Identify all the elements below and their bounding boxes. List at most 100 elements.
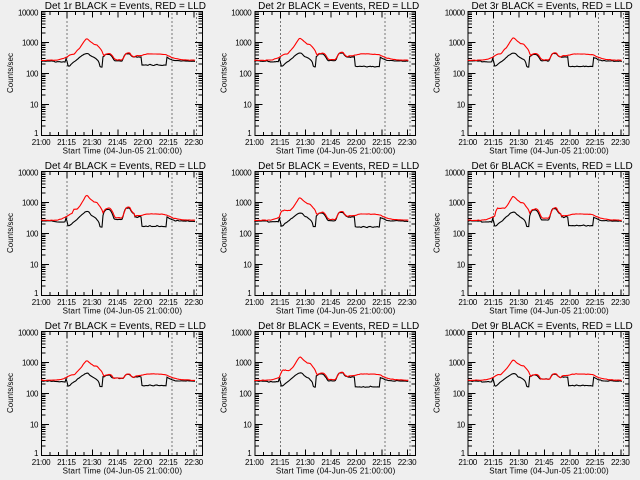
- svg-text:Start Time (04-Jun-05 21:00:00: Start Time (04-Jun-05 21:00:00): [276, 146, 396, 155]
- svg-text:1000: 1000: [235, 198, 252, 207]
- svg-text:10: 10: [30, 100, 39, 109]
- svg-text:100: 100: [26, 389, 39, 398]
- svg-text:21:30: 21:30: [509, 138, 528, 147]
- svg-text:22:00: 22:00: [560, 298, 579, 307]
- svg-text:1: 1: [461, 289, 466, 298]
- svg-text:21:30: 21:30: [296, 298, 315, 307]
- svg-text:10: 10: [30, 260, 39, 269]
- svg-text:10000: 10000: [18, 329, 39, 338]
- svg-text:22:30: 22:30: [398, 298, 417, 307]
- svg-text:100: 100: [239, 229, 252, 238]
- svg-text:22:15: 22:15: [159, 138, 178, 147]
- svg-text:Start Time (04-Jun-05 21:00:00: Start Time (04-Jun-05 21:00:00): [276, 466, 396, 475]
- svg-text:Counts/sec: Counts/sec: [6, 53, 15, 93]
- svg-text:1000: 1000: [22, 38, 39, 47]
- svg-text:10000: 10000: [231, 9, 252, 18]
- svg-text:1000: 1000: [449, 198, 466, 207]
- svg-text:21:30: 21:30: [296, 458, 315, 467]
- svg-text:100: 100: [453, 229, 466, 238]
- svg-text:100: 100: [453, 389, 466, 398]
- svg-text:10: 10: [457, 100, 466, 109]
- svg-text:10000: 10000: [231, 169, 252, 178]
- svg-text:10000: 10000: [18, 9, 39, 18]
- svg-text:22:15: 22:15: [372, 298, 391, 307]
- svg-text:21:15: 21:15: [271, 138, 290, 147]
- svg-text:Start Time (04-Jun-05 21:00:00: Start Time (04-Jun-05 21:00:00): [63, 146, 183, 155]
- svg-text:10000: 10000: [445, 169, 466, 178]
- svg-text:100: 100: [453, 69, 466, 78]
- svg-text:21:45: 21:45: [535, 458, 554, 467]
- svg-text:Counts/sec: Counts/sec: [6, 373, 15, 413]
- svg-text:10: 10: [243, 260, 252, 269]
- svg-text:22:30: 22:30: [611, 458, 630, 467]
- svg-text:22:15: 22:15: [372, 458, 391, 467]
- svg-text:22:15: 22:15: [586, 458, 605, 467]
- svg-text:22:30: 22:30: [611, 138, 630, 147]
- svg-text:Start Time (04-Jun-05 21:00:00: Start Time (04-Jun-05 21:00:00): [489, 306, 609, 315]
- svg-text:22:30: 22:30: [611, 298, 630, 307]
- svg-text:1: 1: [247, 129, 252, 138]
- svg-text:21:45: 21:45: [535, 138, 554, 147]
- svg-text:1: 1: [247, 449, 252, 458]
- svg-text:Counts/sec: Counts/sec: [6, 213, 15, 253]
- svg-text:21:15: 21:15: [57, 458, 76, 467]
- svg-text:Counts/sec: Counts/sec: [219, 373, 228, 413]
- svg-text:Start Time (04-Jun-05 21:00:00: Start Time (04-Jun-05 21:00:00): [276, 306, 396, 315]
- svg-text:21:30: 21:30: [509, 298, 528, 307]
- svg-text:1: 1: [461, 129, 466, 138]
- svg-text:22:15: 22:15: [586, 138, 605, 147]
- svg-text:1: 1: [34, 449, 39, 458]
- svg-text:1000: 1000: [235, 358, 252, 367]
- svg-text:Det 6r BLACK = Events, RED = L: Det 6r BLACK = Events, RED = LLD: [472, 161, 633, 172]
- svg-text:21:30: 21:30: [83, 138, 102, 147]
- svg-text:1000: 1000: [235, 38, 252, 47]
- svg-text:21:45: 21:45: [321, 138, 340, 147]
- svg-text:1000: 1000: [449, 358, 466, 367]
- svg-text:Start Time (04-Jun-05 21:00:00: Start Time (04-Jun-05 21:00:00): [63, 306, 183, 315]
- svg-text:Start Time (04-Jun-05 21:00:00: Start Time (04-Jun-05 21:00:00): [63, 466, 183, 475]
- svg-text:21:00: 21:00: [245, 458, 264, 467]
- svg-text:22:00: 22:00: [347, 138, 366, 147]
- svg-text:1000: 1000: [22, 358, 39, 367]
- svg-text:10000: 10000: [445, 329, 466, 338]
- svg-text:1000: 1000: [22, 198, 39, 207]
- svg-text:21:45: 21:45: [321, 458, 340, 467]
- svg-text:21:15: 21:15: [57, 138, 76, 147]
- svg-text:22:30: 22:30: [398, 138, 417, 147]
- svg-text:22:15: 22:15: [372, 138, 391, 147]
- svg-text:21:45: 21:45: [108, 458, 127, 467]
- svg-text:22:00: 22:00: [560, 138, 579, 147]
- svg-text:21:00: 21:00: [458, 138, 477, 147]
- svg-text:22:00: 22:00: [134, 458, 153, 467]
- svg-text:Det 4r BLACK = Events, RED = L: Det 4r BLACK = Events, RED = LLD: [45, 161, 206, 172]
- svg-text:21:00: 21:00: [32, 458, 51, 467]
- svg-text:21:00: 21:00: [32, 298, 51, 307]
- svg-text:Start Time (04-Jun-05 21:00:00: Start Time (04-Jun-05 21:00:00): [489, 466, 609, 475]
- svg-text:22:30: 22:30: [184, 458, 203, 467]
- svg-text:21:00: 21:00: [245, 138, 264, 147]
- svg-text:22:00: 22:00: [347, 458, 366, 467]
- svg-text:21:15: 21:15: [271, 458, 290, 467]
- svg-text:Counts/sec: Counts/sec: [433, 213, 442, 253]
- svg-text:21:00: 21:00: [458, 298, 477, 307]
- svg-text:1: 1: [247, 289, 252, 298]
- svg-text:Start Time (04-Jun-05 21:00:00: Start Time (04-Jun-05 21:00:00): [489, 146, 609, 155]
- svg-text:22:00: 22:00: [134, 138, 153, 147]
- svg-text:10000: 10000: [445, 9, 466, 18]
- svg-text:22:30: 22:30: [184, 298, 203, 307]
- svg-text:22:30: 22:30: [398, 458, 417, 467]
- svg-text:21:45: 21:45: [535, 298, 554, 307]
- svg-text:10000: 10000: [231, 329, 252, 338]
- svg-text:21:15: 21:15: [484, 458, 503, 467]
- svg-text:22:15: 22:15: [159, 298, 178, 307]
- svg-text:100: 100: [26, 69, 39, 78]
- svg-text:10: 10: [457, 420, 466, 429]
- svg-text:21:15: 21:15: [484, 138, 503, 147]
- svg-text:Det 5r BLACK = Events, RED = L: Det 5r BLACK = Events, RED = LLD: [258, 161, 419, 172]
- svg-text:21:00: 21:00: [245, 298, 264, 307]
- svg-text:22:15: 22:15: [159, 458, 178, 467]
- svg-text:1: 1: [461, 449, 466, 458]
- svg-text:Counts/sec: Counts/sec: [219, 213, 228, 253]
- svg-text:21:30: 21:30: [83, 298, 102, 307]
- svg-text:21:00: 21:00: [32, 138, 51, 147]
